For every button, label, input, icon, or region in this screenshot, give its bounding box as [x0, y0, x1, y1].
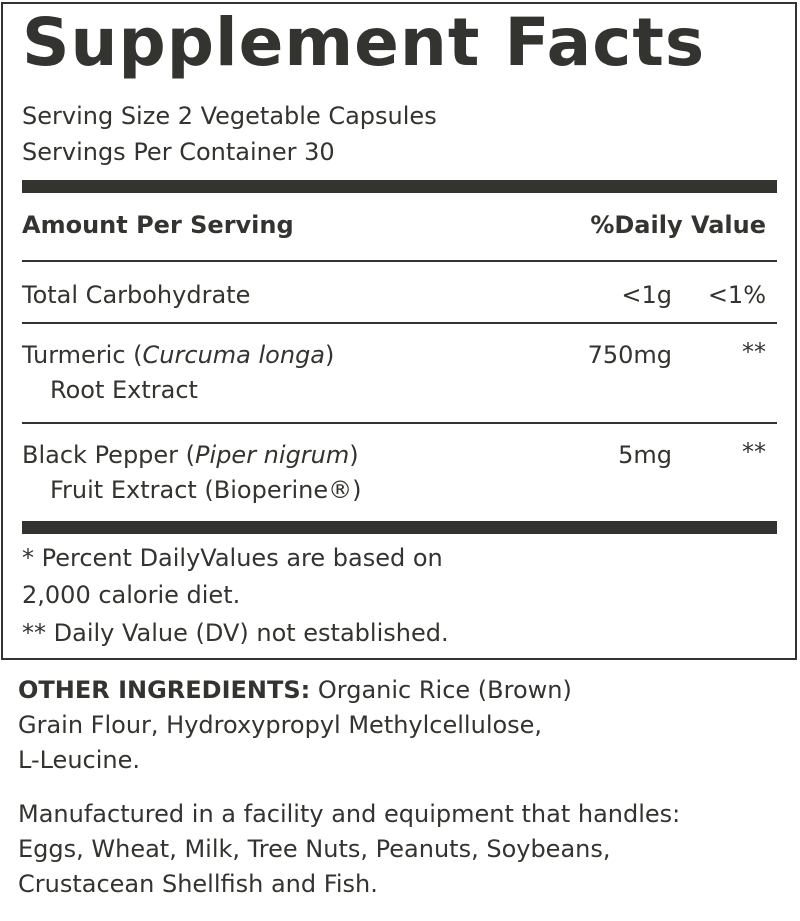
- ingredient-dv: **: [742, 438, 766, 466]
- servings-per-container: Servings Per Container 30: [22, 138, 335, 166]
- nutrient-name: Total Carbohydrate: [22, 281, 251, 309]
- ingredient-dv: **: [742, 338, 766, 366]
- other-ingredients: OTHER INGREDIENTS: Organic Rice (Brown): [18, 676, 572, 704]
- divider-thick: [22, 180, 777, 193]
- divider: [22, 322, 777, 324]
- ingredient-detail: Fruit Extract (Bioperine®): [50, 476, 362, 504]
- allergen-statement: Manufactured in a facility and equipment…: [18, 800, 681, 828]
- panel-title: Supplement Facts: [22, 4, 706, 81]
- divider: [22, 422, 777, 424]
- nutrient-dv: <1%: [707, 281, 766, 309]
- ingredient-amount: 5mg: [618, 441, 672, 469]
- supplement-facts-panel: [1, 2, 797, 660]
- divider-thick: [22, 521, 777, 534]
- footnote: ** Daily Value (DV) not established.: [22, 619, 449, 647]
- footnote: * Percent DailyValues are based on: [22, 544, 443, 572]
- ingredient-name: Turmeric (Curcuma longa): [22, 341, 335, 369]
- other-ingredients-line: Grain Flour, Hydroxypropyl Methylcellulo…: [18, 711, 543, 739]
- allergen-statement: Eggs, Wheat, Milk, Tree Nuts, Peanuts, S…: [18, 835, 611, 863]
- daily-value-header: %Daily Value: [590, 211, 766, 239]
- other-ingredients-line: L-Leucine.: [18, 746, 141, 774]
- serving-size: Serving Size 2 Vegetable Capsules: [22, 102, 437, 130]
- ingredient-name: Black Pepper (Piper nigrum): [22, 441, 359, 469]
- allergen-statement: Crustacean Shellfish and Fish.: [18, 870, 378, 898]
- nutrient-amount: <1g: [621, 281, 672, 309]
- amount-per-serving-header: Amount Per Serving: [22, 211, 294, 239]
- footnote: 2,000 calorie diet.: [22, 581, 241, 609]
- divider: [22, 260, 777, 262]
- ingredient-detail: Root Extract: [50, 376, 198, 404]
- ingredient-amount: 750mg: [587, 341, 672, 369]
